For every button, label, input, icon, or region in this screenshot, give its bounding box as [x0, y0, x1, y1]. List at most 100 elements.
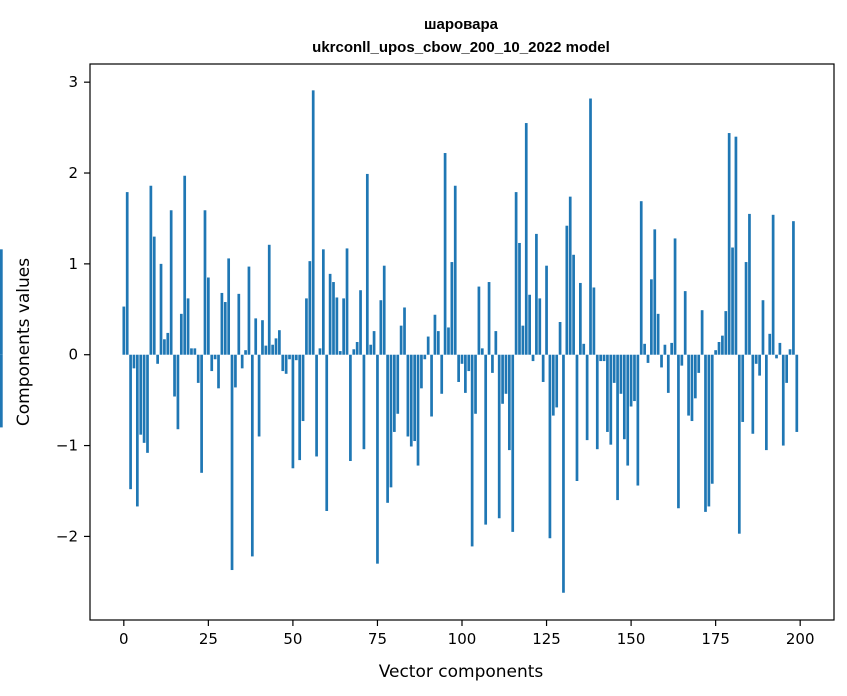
bar	[159, 263, 163, 355]
bar	[514, 192, 518, 355]
chart-title: шаровара	[424, 16, 499, 33]
bar	[409, 354, 413, 447]
bar	[426, 336, 430, 355]
bar	[474, 354, 477, 414]
bar	[792, 221, 795, 355]
bar	[288, 354, 291, 360]
bar	[440, 354, 444, 394]
bar	[139, 354, 143, 435]
bar	[274, 338, 278, 355]
bar	[403, 307, 406, 355]
bar	[507, 354, 511, 451]
bar	[450, 262, 454, 355]
bar	[778, 342, 782, 355]
bar	[656, 313, 660, 355]
bar	[365, 173, 369, 355]
bar	[217, 354, 220, 389]
bar	[305, 298, 308, 355]
bar	[558, 322, 562, 355]
bar	[707, 354, 711, 507]
bar	[771, 214, 775, 355]
bar	[393, 354, 396, 432]
bar	[315, 354, 318, 457]
bar	[619, 354, 623, 394]
bar	[149, 185, 153, 355]
bar	[203, 210, 207, 355]
x-tick-label: 150	[617, 630, 646, 648]
bar	[565, 225, 569, 355]
bar	[785, 354, 789, 383]
bar	[511, 354, 515, 532]
bar	[629, 354, 633, 407]
bar	[633, 354, 636, 402]
bar	[301, 354, 305, 422]
bar	[443, 153, 447, 355]
bar	[321, 249, 325, 355]
x-tick-label: 0	[119, 630, 129, 648]
plot-area-frame	[89, 63, 835, 621]
bar	[504, 354, 508, 394]
bar	[399, 325, 403, 355]
bar	[332, 282, 335, 355]
bar	[677, 354, 680, 509]
bar	[325, 354, 329, 511]
bar	[169, 210, 173, 355]
bar	[342, 298, 345, 355]
bar	[721, 335, 724, 355]
bar	[700, 310, 704, 355]
bar	[653, 229, 657, 355]
bar	[535, 233, 538, 355]
bar	[271, 344, 274, 355]
bar	[555, 354, 559, 408]
bar	[362, 354, 366, 450]
bar	[579, 282, 582, 355]
bar	[693, 354, 697, 399]
bar	[355, 342, 359, 355]
bar	[660, 354, 663, 368]
bar	[663, 344, 667, 355]
bar	[575, 354, 579, 481]
chart-subtitle: ukrconll_upos_cbow_200_10_2022 model	[312, 39, 610, 56]
bar	[687, 354, 690, 416]
bar	[433, 314, 437, 355]
y-tick-label: 0	[68, 346, 78, 364]
bar	[311, 90, 315, 355]
bar	[261, 320, 264, 355]
bar	[163, 339, 166, 355]
bar	[494, 331, 498, 355]
bar	[572, 254, 575, 355]
y-tick-label: 1	[68, 255, 78, 273]
bar	[673, 238, 677, 355]
bar	[754, 354, 758, 364]
bar	[521, 325, 525, 355]
bar	[727, 133, 731, 355]
bar	[294, 354, 298, 361]
bar	[697, 354, 701, 373]
bar	[250, 354, 254, 557]
bar	[724, 311, 728, 355]
bar	[639, 201, 643, 355]
bar	[680, 354, 684, 366]
bar	[135, 354, 139, 507]
bar	[213, 354, 217, 360]
bar	[254, 318, 258, 355]
bar	[207, 277, 210, 355]
bar	[413, 354, 417, 442]
bar	[616, 354, 619, 501]
bar	[606, 354, 609, 432]
bar	[781, 354, 785, 446]
bar	[761, 300, 765, 355]
bar	[582, 343, 586, 355]
bar	[0, 249, 3, 355]
bar	[240, 354, 244, 369]
bar	[200, 354, 203, 473]
bar	[717, 342, 721, 355]
bar	[531, 354, 535, 362]
y-tick-label: 3	[68, 73, 78, 91]
bar	[328, 273, 332, 355]
x-tick-label: 200	[786, 630, 815, 648]
bar	[318, 348, 322, 355]
bar	[122, 306, 126, 355]
bar	[484, 354, 488, 525]
